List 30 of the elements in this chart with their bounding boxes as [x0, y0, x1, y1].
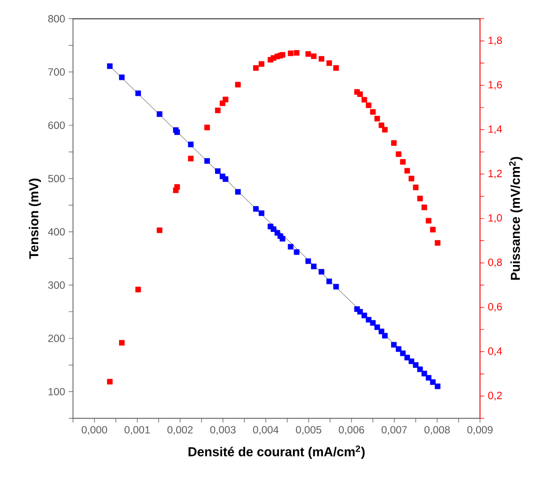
x-tick-label: 0,007: [382, 426, 407, 435]
x-tick-label: 0,009: [467, 426, 493, 435]
x-tick-label: 0,000: [82, 426, 108, 435]
y2-tick-label: 0,6: [488, 302, 502, 312]
x-tick-label: 0,001: [124, 426, 150, 435]
y2-tick-label: 1,0: [488, 214, 502, 223]
y-tick-label: 100: [48, 388, 65, 396]
x-tick-label: 0,006: [338, 426, 364, 435]
y2-tick-label: 1,4: [488, 125, 502, 134]
x-tick-label: 0,004: [253, 426, 279, 435]
y-tick-label: 300: [48, 281, 65, 289]
y-tick-label: 600: [48, 122, 65, 129]
y2-tick-label: 1,6: [488, 80, 502, 90]
x-tick-label: 0,005: [296, 426, 322, 435]
y-tick-label: 400: [48, 228, 65, 236]
y2-tick-label: 1,8: [488, 36, 502, 46]
y2-tick-label: 1,2: [488, 170, 502, 178]
y-tick-label: 200: [48, 334, 65, 342]
x-axis-title: Densité de courant (mA/cm$^{2}$): [188, 446, 365, 459]
y2-tick-label: 0,2: [488, 392, 502, 400]
y-tick-label: 700: [48, 68, 65, 76]
x-tick-label: 0,002: [167, 426, 193, 435]
x-tick-label: 0,003: [210, 426, 236, 435]
y2-tick-label: 0,4: [488, 347, 502, 356]
y2-tick-label: 0,8: [488, 258, 502, 268]
x-tick-label: 0,008: [424, 426, 450, 435]
y-tick-label: 500: [48, 174, 65, 182]
y-tick-label: 800: [48, 15, 65, 22]
y2-axis-title: Puissance (mV/cm$^{2}$): [509, 156, 523, 280]
y-axis-title: Tension (mV): [28, 178, 41, 259]
